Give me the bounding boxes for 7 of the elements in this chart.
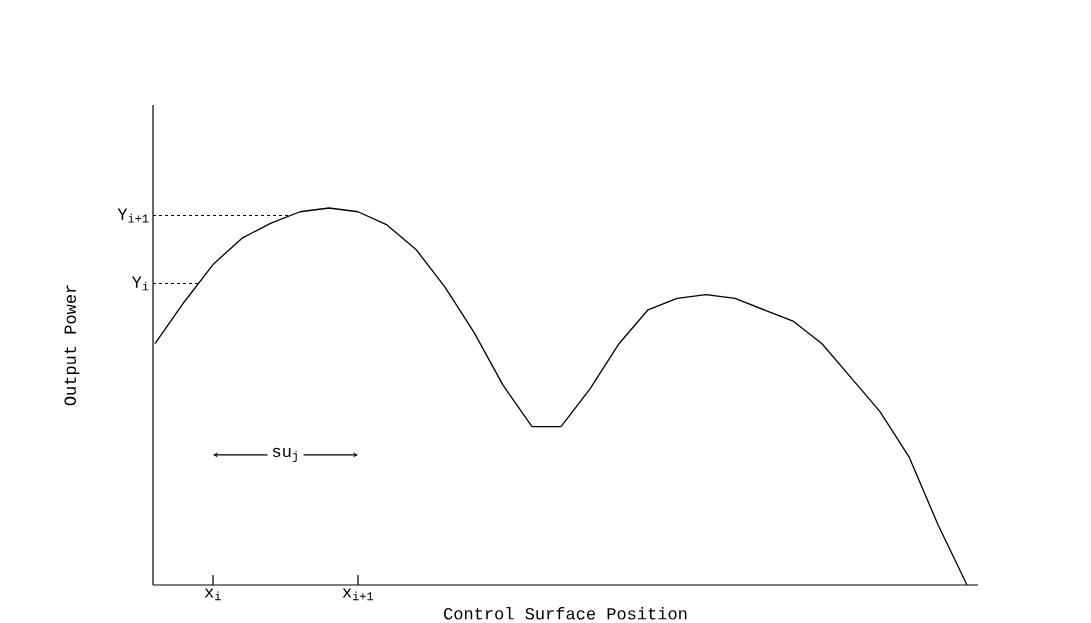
- x-tick-label: x$_{i+1}$: [342, 588, 373, 601]
- x-axis-title: Control Surface Position: [444, 607, 687, 620]
- ref-line-label: Y$_{i}$: [131, 276, 149, 291]
- y-axis-title: Output Power: [64, 285, 80, 406]
- ref-line-label: Y$_{i+1}$: [117, 208, 149, 223]
- x-tick-label: x$_{i}$: [204, 588, 221, 601]
- annotation: su$_{j}$: [272, 447, 297, 463]
